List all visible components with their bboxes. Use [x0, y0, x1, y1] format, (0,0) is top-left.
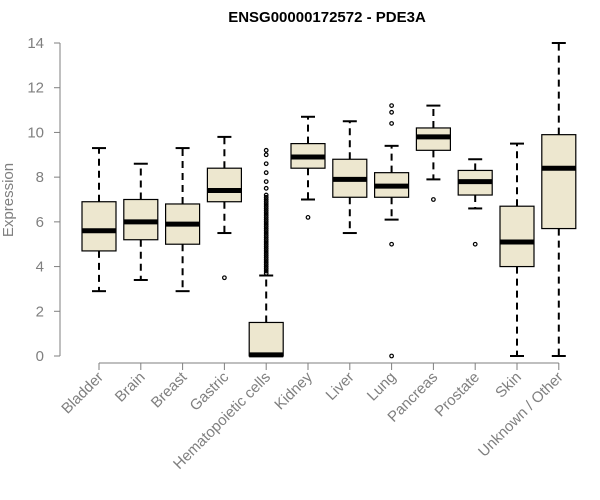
outlier-point — [263, 241, 269, 247]
outlier-point — [263, 246, 269, 252]
outlier-point — [263, 230, 269, 236]
outlier-point — [263, 147, 269, 153]
y-tick-label: 8 — [36, 169, 44, 186]
outlier-point — [389, 103, 395, 108]
outlier-point — [263, 203, 269, 209]
box-group — [457, 158, 493, 247]
box-group — [248, 147, 284, 358]
y-tick-label: 0 — [36, 348, 44, 365]
outlier-point — [263, 197, 269, 202]
outlier-point — [263, 261, 269, 267]
outlier-point — [263, 192, 269, 198]
box — [541, 134, 577, 230]
outlier-point — [263, 208, 269, 214]
outlier-point — [305, 214, 311, 220]
outlier-point — [263, 257, 269, 263]
box-group — [541, 42, 577, 357]
x-tick-label: Liver — [323, 369, 358, 404]
outlier-point — [263, 228, 269, 234]
outlier-point — [263, 170, 269, 176]
outlier-point — [263, 219, 269, 225]
y-tick-label: 4 — [36, 259, 44, 276]
box-group — [415, 104, 451, 202]
box-group — [499, 142, 535, 357]
outlier-point — [263, 237, 269, 243]
box — [206, 167, 242, 203]
box — [248, 321, 284, 357]
outlier-point — [263, 212, 269, 218]
box-group — [374, 103, 410, 359]
outlier-point — [263, 214, 269, 220]
outlier-point — [263, 223, 269, 229]
outlier-point — [263, 226, 269, 231]
x-tick-label: Bladder — [58, 369, 107, 418]
y-tick-label: 12 — [27, 80, 44, 97]
y-tick-label: 14 — [27, 35, 44, 52]
outlier-point — [472, 241, 478, 247]
y-tick-label: 6 — [36, 214, 44, 231]
outlier-point — [263, 194, 269, 200]
y-tick-label: 10 — [27, 124, 44, 141]
outlier-point — [389, 241, 395, 247]
outlier-point — [263, 266, 269, 272]
outlier-point — [263, 199, 269, 205]
x-tick-label: Lung — [364, 369, 400, 405]
outlier-point — [263, 206, 269, 211]
outlier-point — [263, 250, 269, 256]
outlier-point — [263, 235, 269, 240]
x-tick-label: Breast — [148, 368, 191, 411]
outlier-point — [263, 221, 269, 227]
box — [499, 205, 535, 268]
box-group — [165, 147, 201, 293]
box-group — [332, 120, 368, 235]
outlier-point — [263, 201, 269, 207]
plot-area — [81, 42, 577, 359]
outlier-point — [263, 259, 269, 265]
x-tick-label: Brain — [112, 369, 149, 406]
y-axis: 0 2 4 6 8 10 12 14 — [27, 35, 61, 365]
outlier-point — [221, 275, 227, 281]
box-group — [290, 115, 326, 220]
outlier-point — [389, 109, 395, 115]
outlier-point — [263, 210, 269, 216]
outlier-point — [389, 353, 395, 359]
outlier-point — [263, 268, 269, 274]
x-tick-label: Skin — [492, 369, 525, 402]
outlier-point — [263, 264, 269, 269]
outlier-point — [263, 185, 269, 191]
outlier-point — [263, 161, 269, 167]
y-axis-label: Expression — [0, 163, 17, 237]
outlier-point — [263, 152, 269, 158]
outlier-point — [263, 232, 269, 238]
outlier-point — [263, 179, 269, 185]
outlier-point — [263, 252, 269, 258]
box — [81, 201, 117, 252]
outlier-point — [263, 217, 269, 223]
y-tick-label: 2 — [36, 303, 44, 320]
chart-title: ENSG00000172572 - PDE3A — [228, 9, 426, 26]
outlier-point — [263, 244, 269, 249]
outlier-point — [431, 197, 436, 202]
box-group — [123, 162, 159, 281]
outlier-point — [263, 239, 269, 245]
box-group — [81, 147, 117, 293]
x-tick-label: Kidney — [271, 368, 316, 413]
outlier-point — [389, 121, 395, 126]
x-tick-label: Prostate — [431, 369, 483, 421]
outlier-point — [263, 270, 269, 276]
box-group — [206, 135, 242, 281]
outlier-point — [263, 248, 269, 254]
outlier-point — [263, 255, 269, 261]
